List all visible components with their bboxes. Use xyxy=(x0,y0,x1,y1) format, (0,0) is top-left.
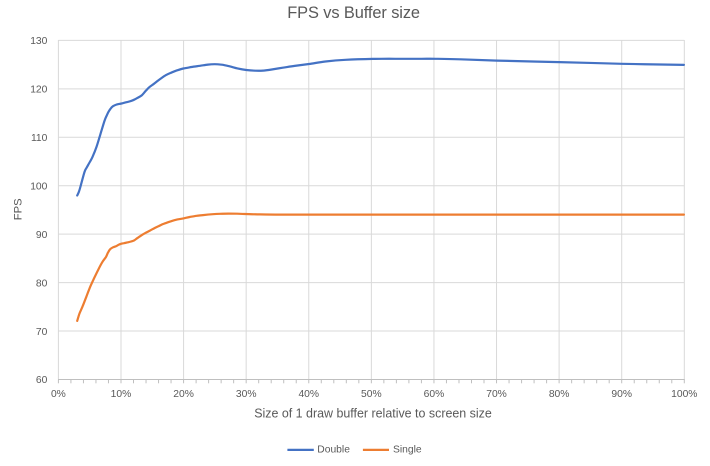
svg-text:80: 80 xyxy=(36,278,48,289)
svg-text:80%: 80% xyxy=(549,389,570,400)
svg-text:120: 120 xyxy=(30,85,47,96)
svg-text:90%: 90% xyxy=(611,389,632,400)
svg-text:100%: 100% xyxy=(671,389,697,400)
svg-text:130: 130 xyxy=(30,36,47,47)
svg-text:Single: Single xyxy=(393,445,422,456)
svg-text:Size of 1 draw buffer relative: Size of 1 draw buffer relative to screen… xyxy=(254,407,492,421)
svg-text:70: 70 xyxy=(36,327,48,338)
svg-text:FPS vs Buffer size: FPS vs Buffer size xyxy=(287,4,420,22)
svg-text:Double: Double xyxy=(317,445,350,456)
svg-text:110: 110 xyxy=(31,133,48,144)
svg-text:90: 90 xyxy=(36,230,48,241)
svg-text:0%: 0% xyxy=(51,389,66,400)
svg-text:50%: 50% xyxy=(361,389,382,400)
svg-text:60%: 60% xyxy=(424,389,445,400)
svg-text:20%: 20% xyxy=(173,389,194,400)
svg-text:30%: 30% xyxy=(236,389,257,400)
svg-text:60: 60 xyxy=(36,375,48,386)
svg-text:70%: 70% xyxy=(486,389,507,400)
svg-text:FPS: FPS xyxy=(12,198,24,220)
svg-text:100: 100 xyxy=(30,181,47,192)
svg-text:40%: 40% xyxy=(298,389,319,400)
svg-text:10%: 10% xyxy=(111,389,132,400)
